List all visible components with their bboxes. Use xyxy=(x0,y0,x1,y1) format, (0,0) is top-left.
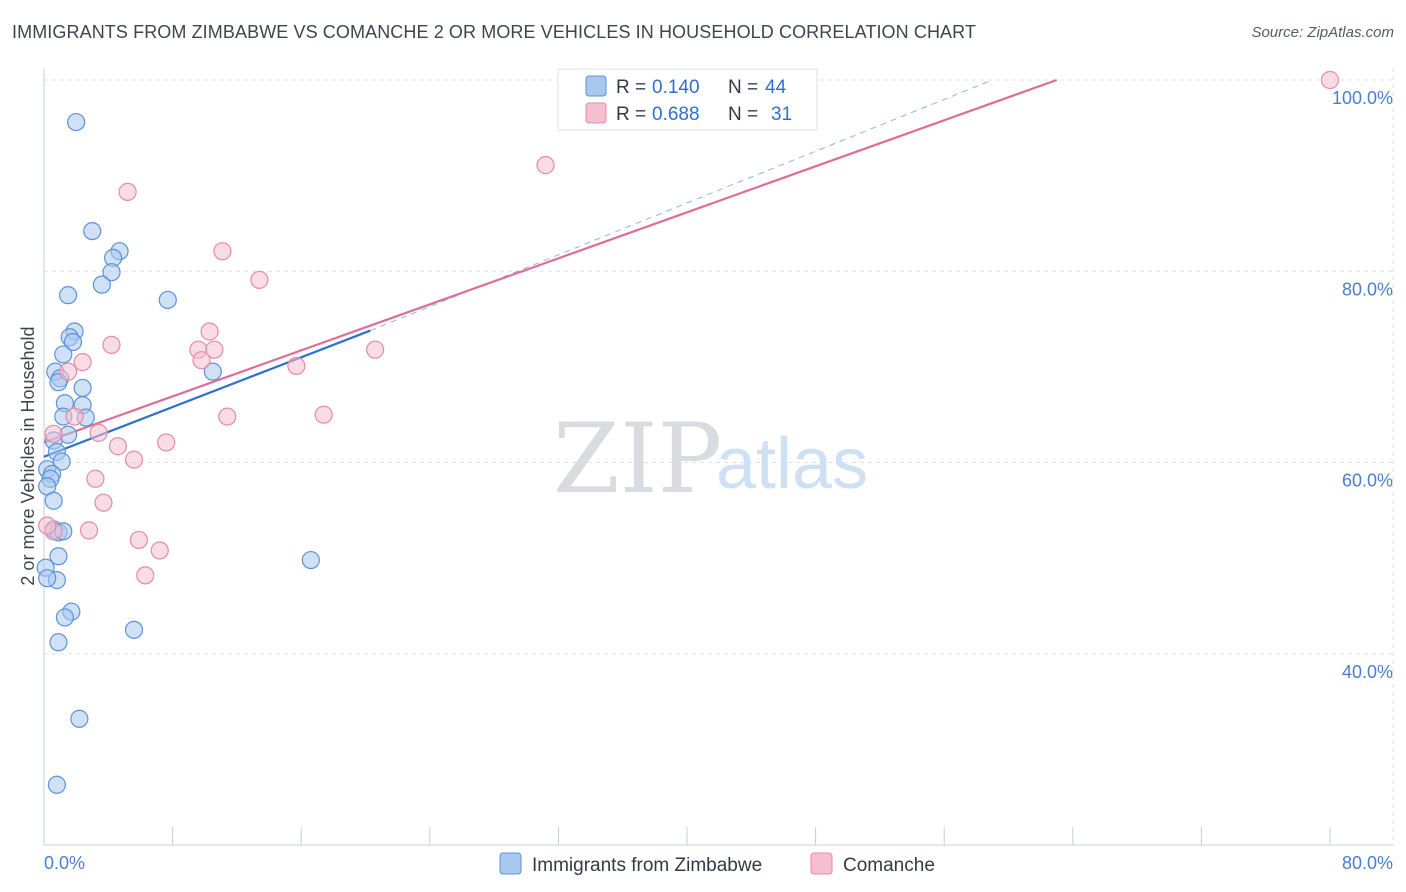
point-zimbabwe-41 xyxy=(70,709,89,728)
point-comanche-19 xyxy=(44,424,63,443)
point-zimbabwe-7 xyxy=(158,290,177,310)
point-comanche-1 xyxy=(1320,70,1340,90)
legend-swatch-zimbabwe xyxy=(585,75,607,97)
y-tick-label-80: 80.0% xyxy=(1342,279,1393,299)
legend-r-label-2: R = xyxy=(616,104,646,125)
y-tick-label-100: 100.0% xyxy=(1332,88,1393,108)
point-zimbabwe-43 xyxy=(38,569,57,588)
point-comanche-16 xyxy=(218,407,237,426)
point-comanche-28 xyxy=(136,566,155,585)
point-comanche-10 xyxy=(366,340,385,359)
point-comanche-5 xyxy=(250,270,269,289)
y-tick-label-40: 40.0% xyxy=(1342,662,1393,682)
point-comanche-30 xyxy=(38,516,57,535)
watermark-zip: ZIP xyxy=(553,403,722,515)
point-zimbabwe-11 xyxy=(54,345,73,364)
y-axis-label: 2 or more Vehicles in Household xyxy=(18,326,38,585)
point-zimbabwe-35 xyxy=(301,550,320,570)
legend-swatch-comanche xyxy=(585,102,607,124)
point-comanche-17 xyxy=(314,405,333,424)
point-comanche-22 xyxy=(124,450,144,469)
point-comanche-13 xyxy=(59,362,78,381)
point-comanche-7 xyxy=(102,335,121,354)
point-comanche-9 xyxy=(205,340,224,359)
legend-r-value-2: 0.688 xyxy=(652,104,700,125)
point-comanche-23 xyxy=(86,469,105,488)
point-zimbabwe-10 xyxy=(63,332,83,352)
legend-n-label-2: N = xyxy=(728,104,758,125)
point-comanche-27 xyxy=(150,541,169,560)
point-comanche-14 xyxy=(287,356,306,376)
point-comanche-4 xyxy=(213,242,232,261)
point-comanche-12 xyxy=(73,352,92,372)
stats-legend: R = 0.140 N = 44 R = 0.688 N = 31 xyxy=(557,68,818,131)
legend-n-label-1: N = xyxy=(728,77,758,98)
point-comanche-25 xyxy=(79,521,99,540)
point-zimbabwe-12 xyxy=(203,362,222,381)
watermark: ZIP atlas xyxy=(553,403,868,515)
watermark-atlas: atlas xyxy=(716,424,868,504)
trend-comanche xyxy=(43,78,1058,444)
axes: 40.0% 60.0% 80.0% 100.0% 0.0% 80.0% xyxy=(43,68,1393,873)
legend-r-label-1: R = xyxy=(616,77,646,98)
point-zimbabwe-38 xyxy=(55,608,74,627)
series-legend-label-comanche: Comanche xyxy=(843,855,935,876)
point-zimbabwe-33 xyxy=(49,547,68,566)
point-comanche-18 xyxy=(89,423,108,442)
point-zimbabwe-16 xyxy=(73,378,92,398)
series-legend-swatch-zimbabwe xyxy=(499,852,522,875)
point-zimbabwe-6 xyxy=(59,286,78,305)
point-zimbabwe-29 xyxy=(44,491,63,510)
point-comanche-24 xyxy=(94,493,113,512)
point-comanche-15 xyxy=(65,407,84,426)
series-legend-swatch-comanche xyxy=(810,852,833,875)
point-comanche-3 xyxy=(118,182,137,201)
source-label: Source: ZipAtlas.com xyxy=(1251,24,1394,41)
x-tick-label-max: 80.0% xyxy=(1342,853,1393,873)
point-zimbabwe-5 xyxy=(92,275,111,294)
y-tick-label-60: 60.0% xyxy=(1342,471,1393,491)
legend-n-value-2: 31 xyxy=(771,104,792,125)
point-comanche-21 xyxy=(157,433,176,452)
point-comanche-6 xyxy=(200,322,219,341)
series-legend-label-zimbabwe: Immigrants from Zimbabwe xyxy=(532,855,762,876)
series-legend: Immigrants from Zimbabwe Comanche xyxy=(499,852,935,876)
point-comanche-26 xyxy=(129,530,148,550)
point-comanche-20 xyxy=(108,437,128,456)
chart-title: IMMIGRANTS FROM ZIMBABWE VS COMANCHE 2 O… xyxy=(12,22,977,42)
point-zimbabwe-24 xyxy=(52,452,71,471)
point-zimbabwe-39 xyxy=(124,620,144,639)
point-zimbabwe-0 xyxy=(67,112,86,132)
point-comanche-11 xyxy=(192,351,211,370)
point-zimbabwe-40 xyxy=(49,633,68,652)
trend-lines xyxy=(43,78,1058,458)
point-zimbabwe-1 xyxy=(83,221,102,241)
legend-r-value-1: 0.140 xyxy=(652,77,700,98)
legend-n-value-1: 44 xyxy=(765,77,787,98)
point-zimbabwe-4 xyxy=(102,263,121,282)
data-points xyxy=(36,70,1340,794)
point-zimbabwe-42 xyxy=(47,775,66,794)
x-tick-label-min: 0.0% xyxy=(44,853,85,873)
point-comanche-2 xyxy=(536,156,555,175)
